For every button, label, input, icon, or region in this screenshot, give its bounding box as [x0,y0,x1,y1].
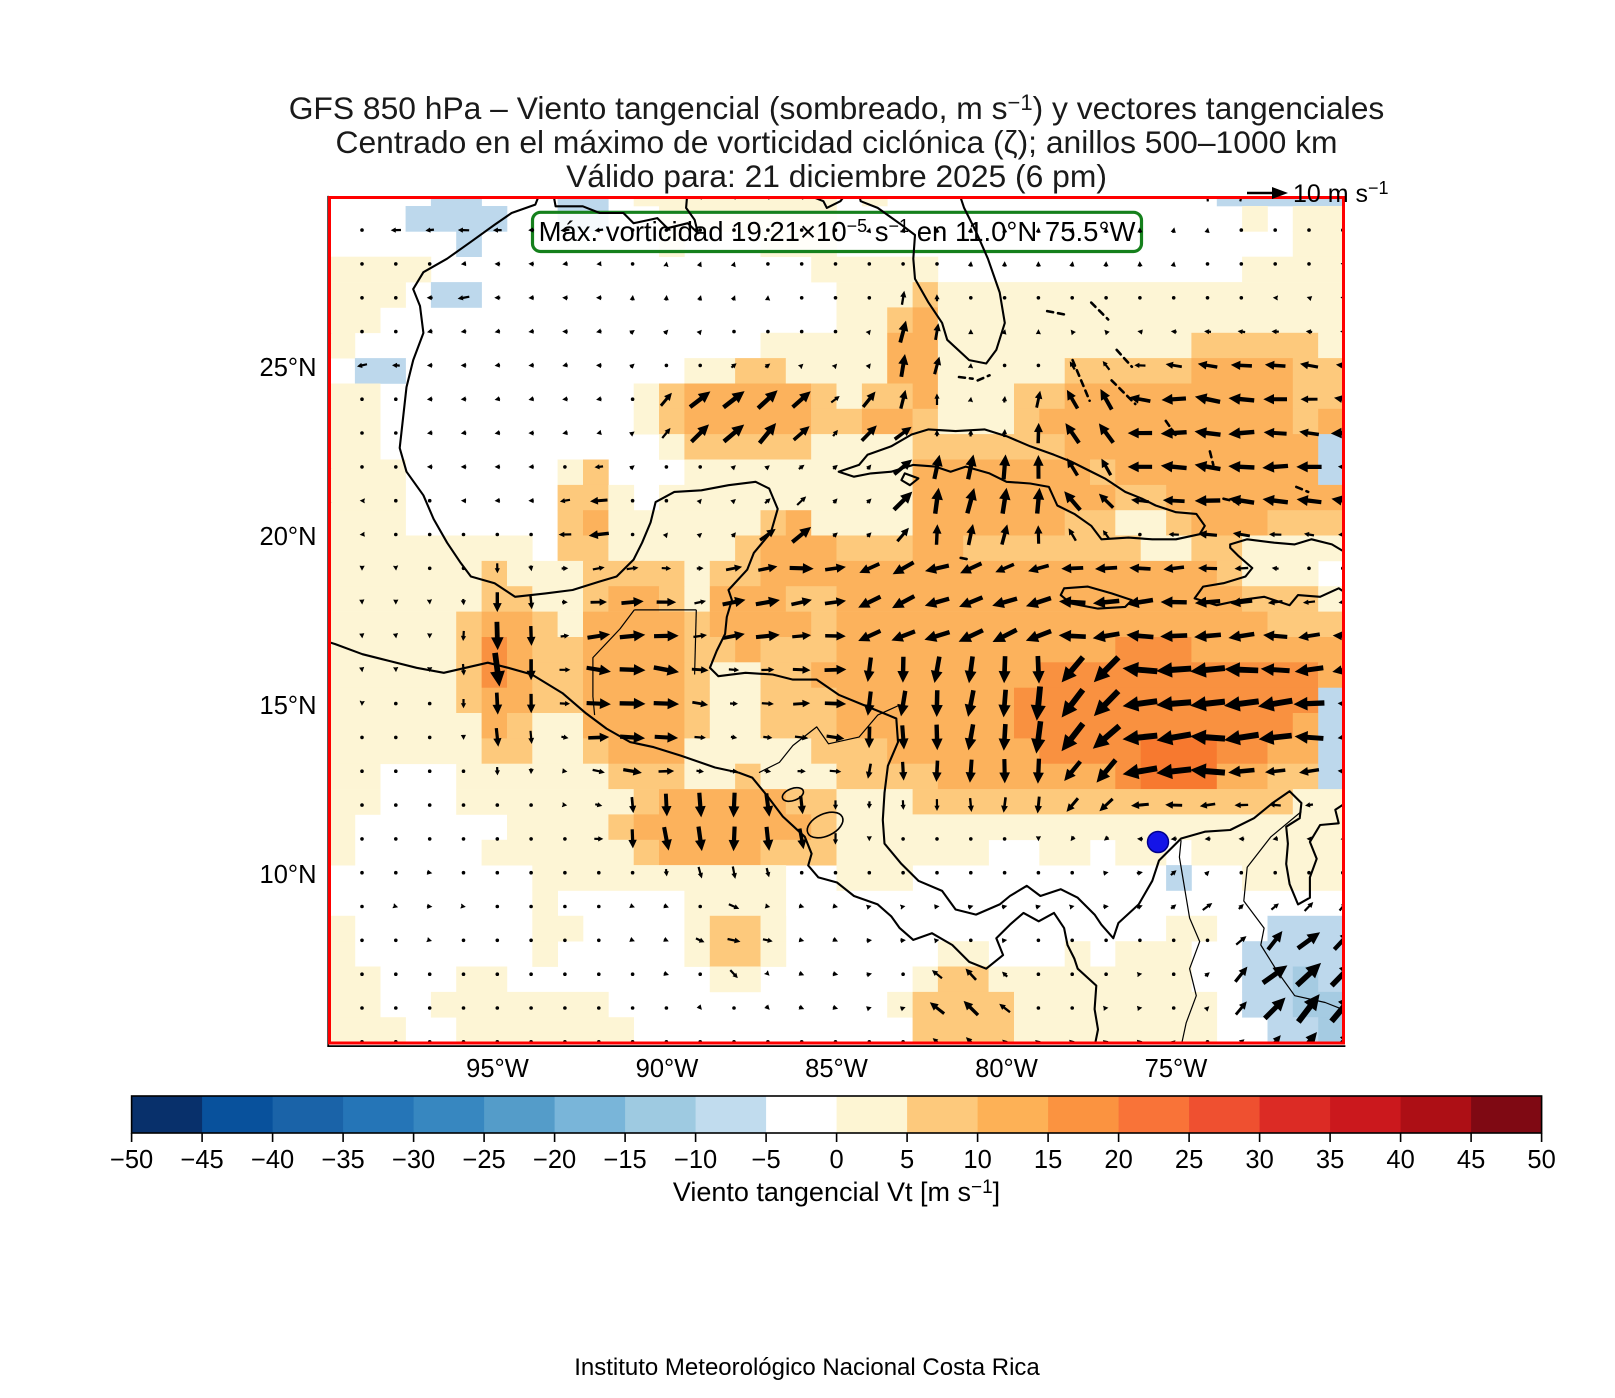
svg-text:10: 10 [963,1146,991,1174]
svg-text:40: 40 [1386,1146,1414,1174]
svg-text:Válido para: 21 diciembre 2025: Válido para: 21 diciembre 2025 (6 pm) [566,158,1107,194]
svg-text:30: 30 [1245,1146,1273,1174]
svg-text:75°W: 75°W [1145,1055,1208,1083]
svg-text:Centrado en el máximo de vorti: Centrado en el máximo de vorticidad cicl… [336,124,1338,160]
svg-text:−50: −50 [110,1146,153,1174]
svg-text:90°W: 90°W [636,1055,699,1083]
svg-text:−15: −15 [603,1146,646,1174]
svg-text:−40: −40 [251,1146,294,1174]
svg-text:0: 0 [830,1146,844,1174]
svg-text:−25: −25 [462,1146,505,1174]
svg-text:45: 45 [1457,1146,1485,1174]
svg-text:5: 5 [900,1146,914,1174]
svg-text:Máx. vorticidad 19.21×10−5 s−1: Máx. vorticidad 19.21×10−5 s−1 en 11.0°N… [539,216,1136,247]
svg-text:15: 15 [1034,1146,1062,1174]
svg-text:95°W: 95°W [466,1055,529,1083]
svg-text:25: 25 [1175,1146,1203,1174]
svg-text:GFS 850 hPa – Viento tangencia: GFS 850 hPa – Viento tangencial (sombrea… [289,90,1385,126]
svg-text:Viento tangencial Vt [m s−1]: Viento tangencial Vt [m s−1] [673,1177,1000,1207]
svg-text:−35: −35 [321,1146,364,1174]
svg-text:35: 35 [1316,1146,1344,1174]
svg-text:15°N: 15°N [260,692,317,720]
svg-text:10°N: 10°N [260,861,317,889]
svg-text:Instituto Meteorológico Nacion: Instituto Meteorológico Nacional Costa R… [574,1354,1040,1381]
svg-text:20: 20 [1104,1146,1132,1174]
svg-text:−10: −10 [674,1146,717,1174]
svg-text:85°W: 85°W [805,1055,868,1083]
svg-text:20°N: 20°N [260,523,317,551]
svg-text:−45: −45 [180,1146,223,1174]
svg-text:50: 50 [1527,1146,1555,1174]
svg-text:−30: −30 [392,1146,435,1174]
svg-text:80°W: 80°W [975,1055,1038,1083]
svg-text:−5: −5 [752,1146,781,1174]
svg-text:−20: −20 [533,1146,576,1174]
svg-text:25°N: 25°N [260,354,317,382]
